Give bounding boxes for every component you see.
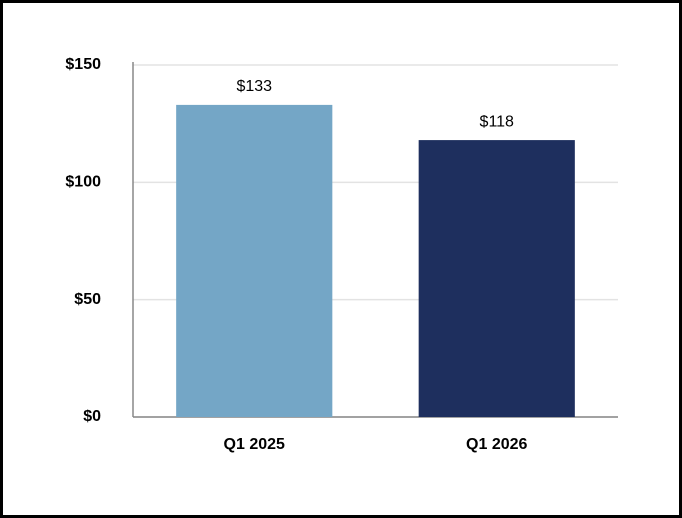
y-tick-label: $100: [65, 174, 101, 191]
y-tick-label: $150: [65, 56, 101, 73]
y-tick-label: $50: [74, 291, 101, 308]
y-tick-label: $0: [83, 408, 101, 425]
value-label: $133: [236, 78, 272, 95]
x-tick-label: Q1 2025: [224, 436, 285, 453]
value-label: $118: [480, 113, 515, 130]
x-tick-label: Q1 2026: [466, 436, 527, 453]
bar: [176, 104, 333, 417]
bar: [418, 140, 575, 418]
